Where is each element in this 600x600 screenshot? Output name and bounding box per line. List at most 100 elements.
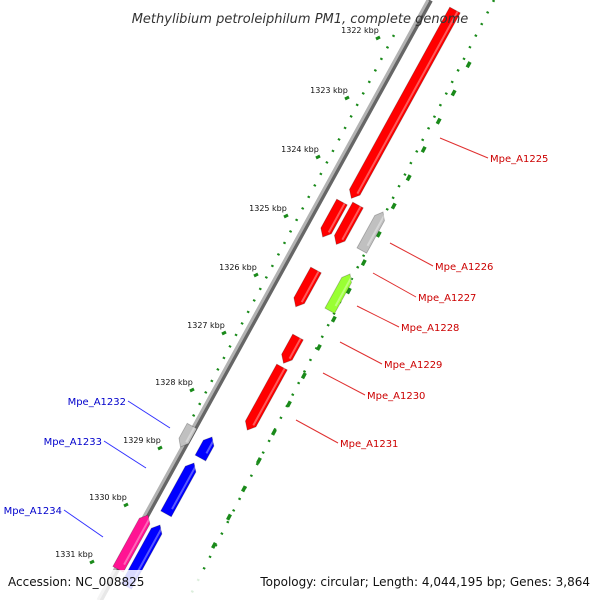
kbp-tick-mark xyxy=(89,559,95,565)
gene-unlabelled-3-body xyxy=(320,198,348,238)
gene-unlabelled-1-highlight xyxy=(171,463,198,510)
kbp-tick-mark xyxy=(123,502,129,508)
gene-mpe-a1234[interactable] xyxy=(112,514,152,573)
label-leader-line xyxy=(63,509,104,538)
gene-label-text[interactable]: Mpe_A1232 xyxy=(68,397,126,408)
label-mpe-a1233[interactable]: Mpe_A1233 xyxy=(44,437,147,469)
kbp-tick-label: 1322 kbp xyxy=(341,26,379,35)
gene-mpe-a1227-body xyxy=(334,201,364,245)
label-mpe-a1227[interactable]: Mpe_A1227 xyxy=(372,272,476,304)
kbp-tick-mark xyxy=(283,213,289,219)
gene-mpe-a1234-body xyxy=(112,514,151,573)
gene-label-text[interactable]: Mpe_A1225 xyxy=(490,154,548,165)
label-leader-line xyxy=(389,242,434,267)
gene-mpe-a1228[interactable] xyxy=(324,273,354,314)
gene-mpe-a1232-body xyxy=(178,422,198,448)
kbp-tick-mark xyxy=(375,35,381,41)
label-leader-line xyxy=(322,372,366,396)
gene-mpe-a1226-highlight xyxy=(366,212,387,247)
gene-mpe-a1225-highlight xyxy=(356,10,459,195)
backbone-line xyxy=(96,0,430,600)
gene-label-text[interactable]: Mpe_A1233 xyxy=(44,437,102,448)
gene-mpe-a1228-body xyxy=(324,273,352,314)
map-title: Methylibium petroleiphilum PM1, complete… xyxy=(132,12,469,27)
kbp-tick-label: 1323 kbp xyxy=(310,86,348,95)
gene-mpe-a1226[interactable] xyxy=(356,211,387,254)
footer-background xyxy=(0,570,600,600)
kbp-tick-label: 1324 kbp xyxy=(281,145,319,154)
gene-mpe-a1231-highlight xyxy=(252,367,286,426)
kbp-tick-label: 1326 kbp xyxy=(219,263,257,272)
gene-mpe-a1231[interactable] xyxy=(244,363,288,431)
label-leader-line xyxy=(339,341,383,365)
gene-mpe-a1232[interactable] xyxy=(178,422,198,448)
label-mpe-a1232[interactable]: Mpe_A1232 xyxy=(68,397,171,429)
gene-label-text[interactable]: Mpe_A1234 xyxy=(4,506,62,517)
gc-track-outer xyxy=(184,34,396,431)
gene-mpe-a1226-body xyxy=(356,211,385,254)
gene-unlabelled-3-highlight xyxy=(327,202,346,233)
gc-track-inner-dash xyxy=(199,61,472,571)
kbp-tick-mark xyxy=(315,154,321,160)
kbp-tick-mark xyxy=(157,445,163,451)
gene-mpe-a1233[interactable] xyxy=(194,436,216,462)
gene-mpe-a1229-highlight xyxy=(300,270,320,303)
gene-mpe-a1230-highlight xyxy=(288,337,302,360)
kbp-tick-mark xyxy=(344,95,350,101)
genome-summary-text: Topology: circular; Length: 4,044,195 bp… xyxy=(259,575,590,589)
kbp-tick-label: 1329 kbp xyxy=(123,436,161,445)
label-mpe-a1228[interactable]: Mpe_A1228 xyxy=(356,305,459,334)
gene-unlabelled-1[interactable] xyxy=(160,462,198,518)
gene-mpe-a1231-body xyxy=(244,363,288,431)
gene-mpe-a1233-highlight xyxy=(205,437,216,454)
gene-label-text[interactable]: Mpe_A1231 xyxy=(340,439,398,450)
label-mpe-a1229[interactable]: Mpe_A1229 xyxy=(339,341,442,371)
label-leader-line xyxy=(356,305,400,328)
kbp-tick-label: 1325 kbp xyxy=(249,204,287,213)
label-leader-line xyxy=(372,272,417,298)
label-mpe-a1225[interactable]: Mpe_A1225 xyxy=(439,137,548,165)
gene-mpe-a1227[interactable] xyxy=(334,201,364,245)
gene-mpe-a1233-body xyxy=(194,436,215,462)
gene-label-text[interactable]: Mpe_A1230 xyxy=(367,391,425,402)
backbone-shadow xyxy=(97,0,433,600)
gene-label-text[interactable]: Mpe_A1228 xyxy=(401,323,459,334)
kbp-ticks: 1322 kbp 1323 kbp 1324 kbp 1325 kbp 1326 kbp… xyxy=(55,26,381,565)
gene-label-text[interactable]: Mpe_A1229 xyxy=(384,360,442,371)
gene-mpe-a1229-body xyxy=(293,266,322,308)
kbp-tick-mark xyxy=(253,272,259,278)
label-leader-line xyxy=(295,419,339,444)
gene-unlabelled-3[interactable] xyxy=(320,198,348,238)
accession-text: Accession: NC_008825 xyxy=(8,575,144,589)
gene-mpe-a1225-body xyxy=(349,6,461,199)
gene-mpe-a1227-highlight xyxy=(341,205,362,241)
kbp-tick-mark xyxy=(221,330,227,336)
label-leader-line xyxy=(439,137,489,159)
label-mpe-a1226[interactable]: Mpe_A1226 xyxy=(389,242,493,273)
label-leader-line xyxy=(127,400,171,429)
kbp-tick-label: 1331 kbp xyxy=(55,550,93,559)
gene-mpe-a1225[interactable] xyxy=(349,6,461,199)
label-mpe-a1230[interactable]: Mpe_A1230 xyxy=(322,372,425,402)
gene-mpe-a1230-body xyxy=(281,333,304,364)
kbp-tick-label: 1330 kbp xyxy=(89,493,127,502)
gene-mpe-a1230[interactable] xyxy=(281,333,304,364)
gene-label-text[interactable]: Mpe_A1226 xyxy=(435,262,493,273)
kbp-tick-mark xyxy=(189,387,195,393)
gene-label-text[interactable]: Mpe_A1227 xyxy=(418,293,476,304)
kbp-tick-label: 1327 kbp xyxy=(187,321,225,330)
gene-features xyxy=(112,6,461,590)
gene-mpe-a1232-highlight xyxy=(185,426,196,443)
gene-labels: Mpe_A1225 Mpe_A1226 Mpe_A1227 Mpe_A1228 Mpe_… xyxy=(4,137,548,538)
gene-mpe-a1228-highlight xyxy=(334,274,354,307)
genome-backbone xyxy=(96,0,433,600)
label-mpe-a1231[interactable]: Mpe_A1231 xyxy=(295,419,398,450)
gene-mpe-a1234-highlight xyxy=(123,515,152,566)
label-mpe-a1234[interactable]: Mpe_A1234 xyxy=(4,506,104,538)
gene-mpe-a1229[interactable] xyxy=(293,266,322,308)
gene-unlabelled-1-body xyxy=(160,462,197,518)
kbp-tick-label: 1328 kbp xyxy=(155,378,193,387)
label-leader-line xyxy=(103,440,147,469)
